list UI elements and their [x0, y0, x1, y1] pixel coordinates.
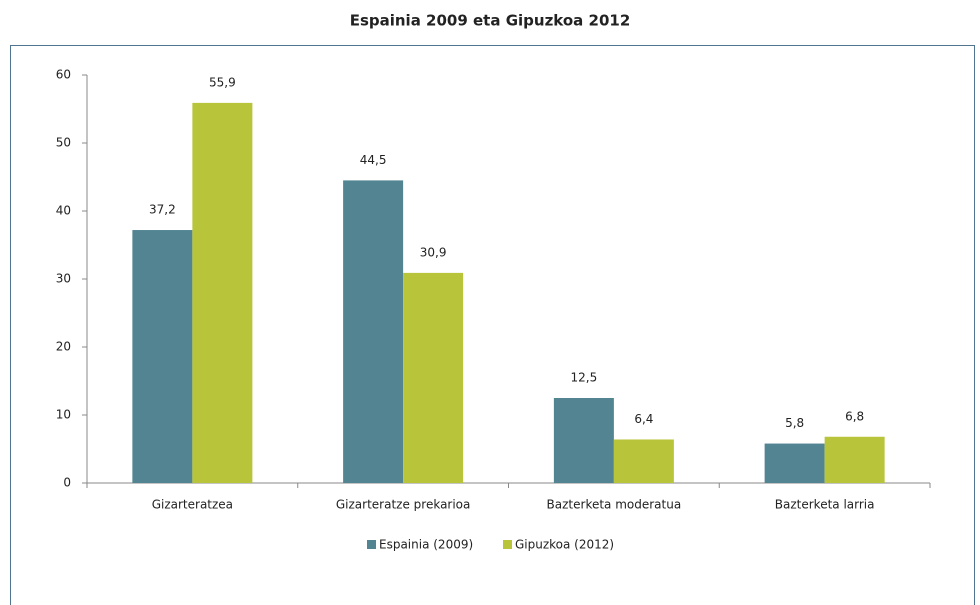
bar [824, 436, 885, 483]
y-tick-label: 0 [63, 476, 71, 490]
data-label: 5,8 [785, 416, 804, 430]
bar [553, 398, 614, 483]
y-tick-label: 40 [56, 204, 71, 218]
legend-swatch [367, 540, 376, 549]
x-tick-label: Bazterketa larria [775, 498, 875, 512]
bar [343, 180, 404, 483]
legend-label: Espainia (2009) [379, 538, 473, 552]
legend-label: Gipuzkoa (2012) [515, 538, 614, 552]
legend-swatch [503, 540, 512, 549]
y-tick-label: 50 [56, 136, 71, 150]
x-tick-label: Gizarteratze prekarioa [336, 498, 471, 512]
x-tick-label: Gizarteratzea [152, 498, 233, 512]
bar [613, 439, 674, 483]
data-label: 30,9 [420, 245, 447, 259]
y-tick-label: 20 [56, 340, 71, 354]
chart-frame [10, 45, 975, 605]
bar [764, 443, 825, 483]
y-tick-label: 60 [56, 68, 71, 82]
chart-title: Espainia 2009 eta Gipuzkoa 2012 [350, 12, 631, 30]
y-tick-label: 10 [56, 408, 71, 422]
x-tick-label: Bazterketa moderatua [547, 498, 682, 512]
data-label: 37,2 [149, 203, 176, 217]
data-label: 55,9 [209, 75, 236, 89]
y-tick-label: 30 [56, 272, 71, 286]
data-label: 44,5 [360, 153, 387, 167]
data-label: 6,4 [634, 412, 653, 426]
data-label: 12,5 [571, 371, 598, 385]
bar [132, 230, 193, 483]
bar [192, 102, 253, 483]
data-label: 6,8 [845, 409, 864, 423]
bar [403, 272, 464, 483]
